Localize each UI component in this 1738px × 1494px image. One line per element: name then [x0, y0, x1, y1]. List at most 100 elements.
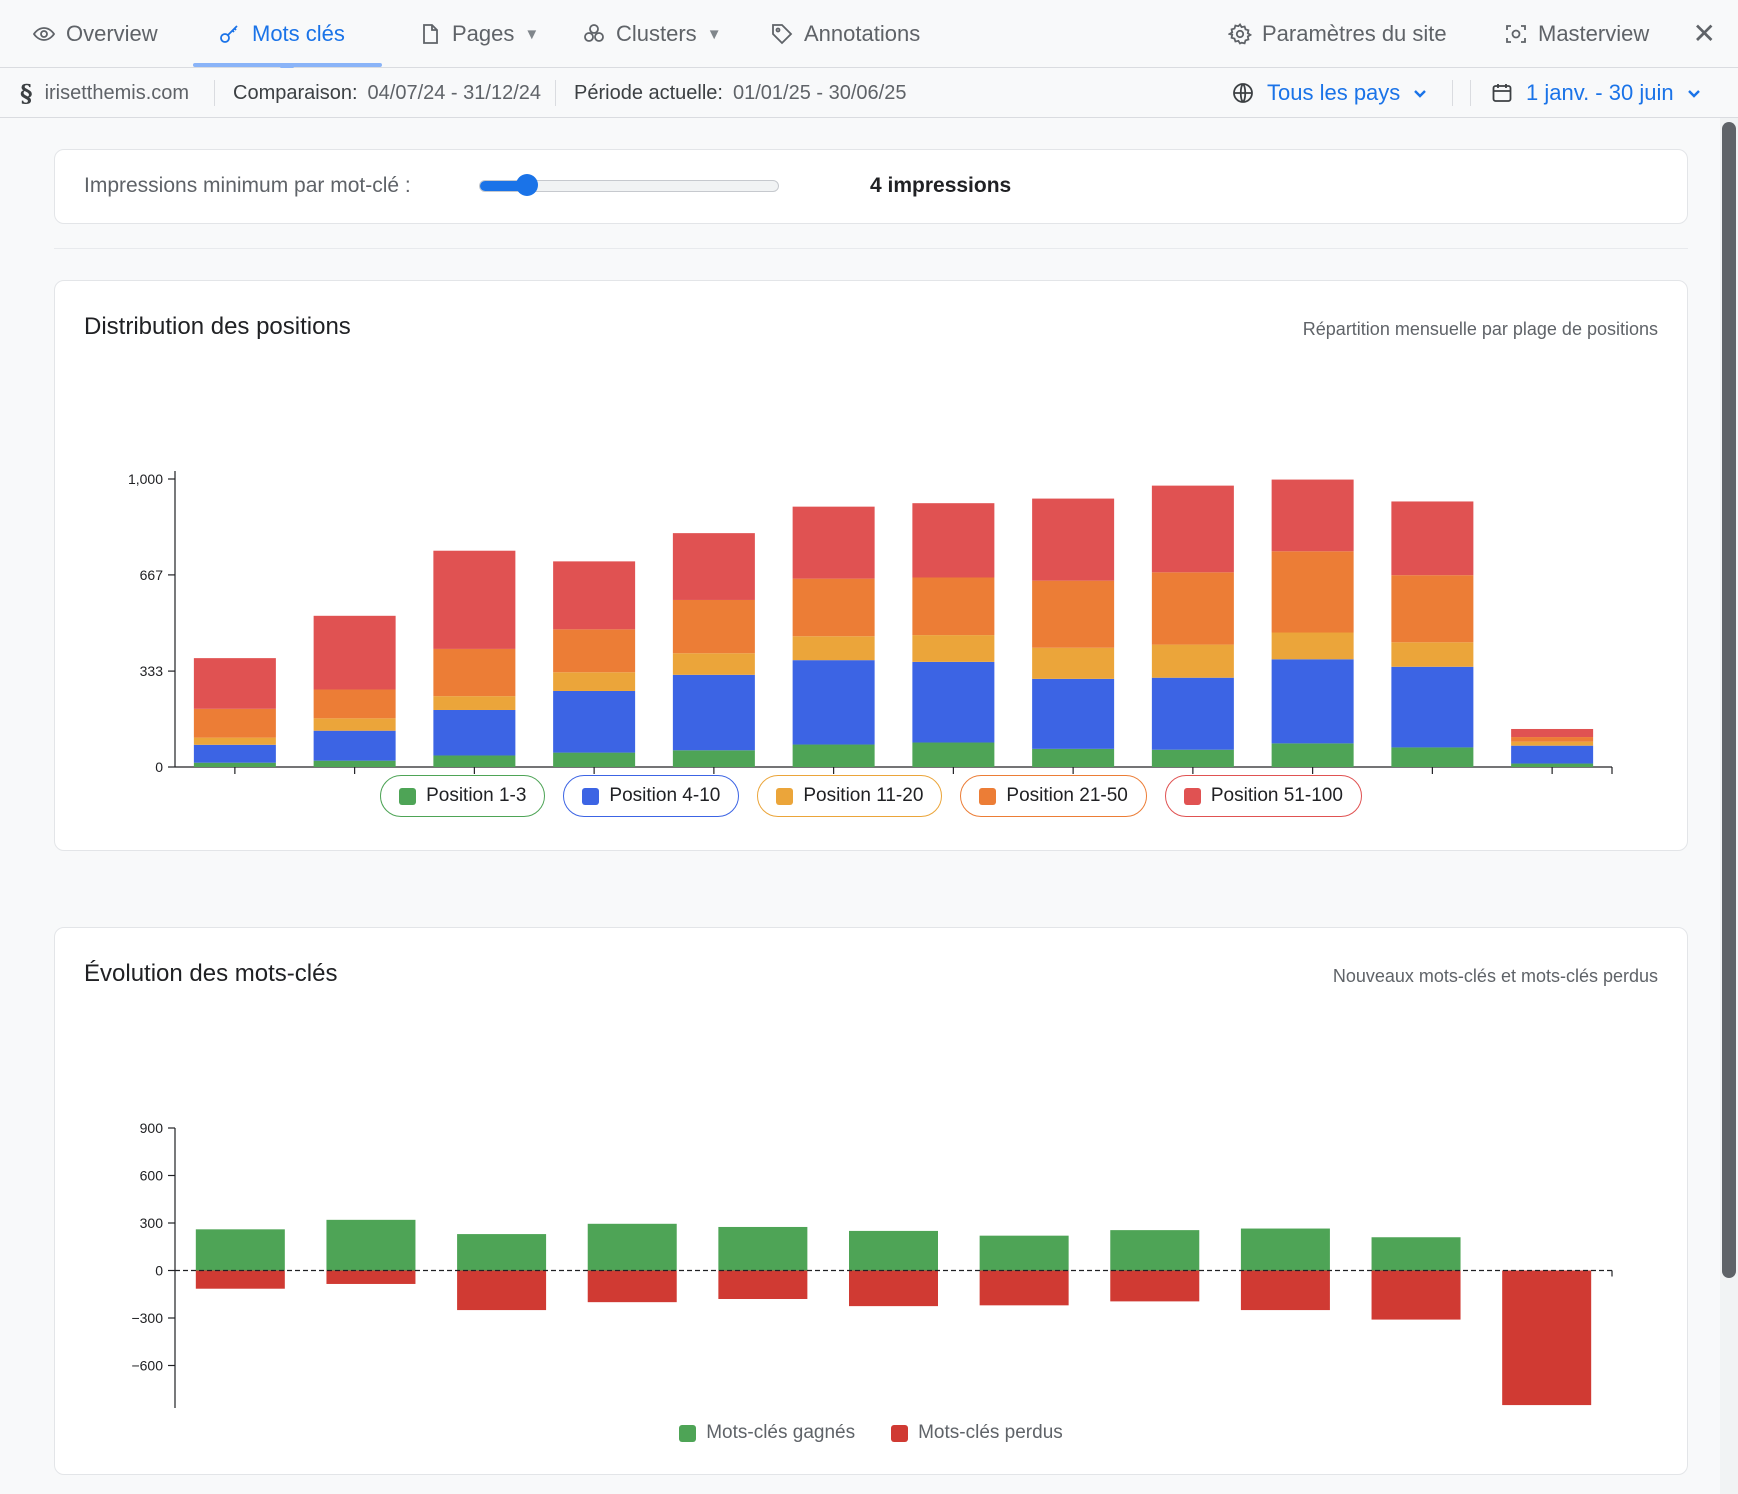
bar — [1110, 1270, 1200, 1302]
cluster-icon — [584, 24, 604, 42]
tab-pages[interactable]: Pages ▼ — [418, 0, 539, 68]
legend-position-21-50[interactable]: Position 21-50 — [960, 775, 1147, 817]
y-tick-label: 900 — [140, 1120, 164, 1136]
bar-segment — [553, 672, 636, 691]
bar-segment — [1511, 763, 1594, 767]
bar-segment — [1271, 659, 1354, 744]
scan-eye-icon — [1506, 25, 1526, 43]
separator — [555, 80, 556, 106]
evolution-legend: Mots-clés gagnés Mots-clés perdus — [55, 1422, 1687, 1444]
date-range-value: 1 janv. - 30 juin — [1526, 80, 1674, 105]
bar-segment — [313, 689, 396, 719]
impressions-slider[interactable] — [479, 180, 779, 192]
separator — [1452, 80, 1453, 106]
impressions-filter-label: Impressions minimum par mot-clé : — [84, 174, 411, 197]
legend-position-11-20[interactable]: Position 11-20 — [757, 775, 943, 817]
y-tick-label: 300 — [140, 1215, 164, 1231]
tab-overview-label: Overview — [66, 21, 158, 46]
bar-segment — [1271, 551, 1354, 633]
y-tick-label: 600 — [140, 1168, 164, 1184]
date-range-selector[interactable]: 1 janv. - 30 juin — [1490, 68, 1702, 118]
bar-segment — [433, 648, 516, 697]
legend-keywords-gained[interactable]: Mots-clés gagnés — [679, 1422, 855, 1444]
site-logo-icon: § — [20, 78, 33, 108]
y-tick-label: 0 — [155, 759, 163, 775]
legend-label: Mots-clés gagnés — [706, 1422, 856, 1443]
bar — [1240, 1270, 1330, 1311]
bar-segment — [193, 737, 276, 745]
chevron-down-icon — [1687, 90, 1700, 98]
bar-segment — [433, 550, 516, 649]
bar-segment — [1032, 748, 1115, 767]
gear-icon — [1228, 23, 1252, 45]
legend-swatch — [582, 787, 600, 805]
bar-segment — [553, 629, 636, 673]
bar-segment — [1271, 743, 1354, 767]
bar-segment — [1391, 666, 1474, 748]
tab-mots-cles[interactable]: Mots clés — [218, 0, 345, 68]
bar-segment — [313, 615, 396, 690]
site-selector[interactable]: § irisetthemis.com — [20, 68, 189, 118]
tab-pages-label: Pages — [452, 21, 515, 46]
calendar-icon — [1492, 84, 1512, 102]
scrollbar-thumb[interactable] — [1722, 122, 1736, 1278]
masterview-button[interactable]: Masterview — [1504, 0, 1649, 68]
bar-segment — [1151, 485, 1234, 573]
caret-down-icon: ▼ — [706, 25, 722, 43]
bar-segment — [1391, 642, 1474, 667]
distribution-title: Distribution des positions — [84, 313, 351, 340]
bar-segment — [792, 660, 875, 745]
position-distribution-card: Distribution des positions Répartition m… — [54, 280, 1688, 851]
key-icon — [220, 25, 238, 43]
legend-keywords-lost[interactable]: Mots-clés perdus — [891, 1422, 1063, 1444]
bar-segment — [1032, 498, 1115, 581]
bar-segment — [672, 750, 755, 767]
tab-overview[interactable]: Overview — [32, 0, 158, 68]
bar — [587, 1223, 677, 1271]
bar-segment — [672, 533, 755, 600]
bar-segment — [193, 708, 276, 738]
bar-segment — [1511, 728, 1594, 738]
close-icon[interactable]: ✕ — [1692, 18, 1716, 49]
separator — [1470, 80, 1471, 106]
active-tab-indicator — [193, 63, 382, 67]
legend-position-1-3[interactable]: Position 1-3 — [380, 775, 546, 817]
y-tick-label: 667 — [140, 567, 164, 583]
legend-swatch — [979, 787, 997, 805]
bar-segment — [553, 752, 636, 767]
tab-annotations[interactable]: Annotations — [770, 0, 920, 68]
site-name: irisetthemis.com — [44, 81, 190, 104]
comparison-value: 04/07/24 - 31/12/24 — [367, 81, 541, 104]
bar-segment — [433, 709, 516, 756]
bar-segment — [1151, 572, 1234, 645]
legend-label: Mots-clés perdus — [918, 1422, 1063, 1443]
caret-down-icon: ▼ — [524, 25, 540, 43]
separator — [214, 80, 215, 106]
globe-icon — [1233, 83, 1253, 103]
bar-segment — [912, 577, 995, 636]
country-selector[interactable]: Tous les pays — [1231, 68, 1428, 118]
legend-position-51-100[interactable]: Position 51-100 — [1164, 775, 1362, 817]
bar — [457, 1234, 547, 1271]
distribution-subtitle: Répartition mensuelle par plage de posit… — [1302, 319, 1658, 339]
tab-clusters-label: Clusters — [616, 21, 697, 46]
bar — [1371, 1237, 1461, 1271]
legend-position-4-10[interactable]: Position 4-10 — [563, 775, 740, 817]
tab-annotations-label: Annotations — [804, 21, 921, 46]
bar-segment — [1032, 647, 1115, 679]
legend-swatch — [679, 1424, 697, 1442]
bar — [849, 1270, 938, 1307]
tab-mots-cles-label: Mots clés — [252, 21, 345, 46]
y-tick-label: −900 — [131, 1405, 163, 1408]
tab-clusters[interactable]: Clusters ▼ — [582, 0, 722, 68]
bar-segment — [313, 760, 396, 767]
bar — [587, 1270, 677, 1303]
bar-segment — [313, 730, 396, 761]
bar — [1371, 1270, 1461, 1320]
bar-segment — [1511, 741, 1594, 746]
bar-segment — [433, 755, 516, 767]
bar-segment — [1032, 580, 1115, 648]
site-settings-button[interactable]: Paramètres du site — [1228, 0, 1447, 68]
slider-thumb[interactable] — [516, 174, 538, 196]
